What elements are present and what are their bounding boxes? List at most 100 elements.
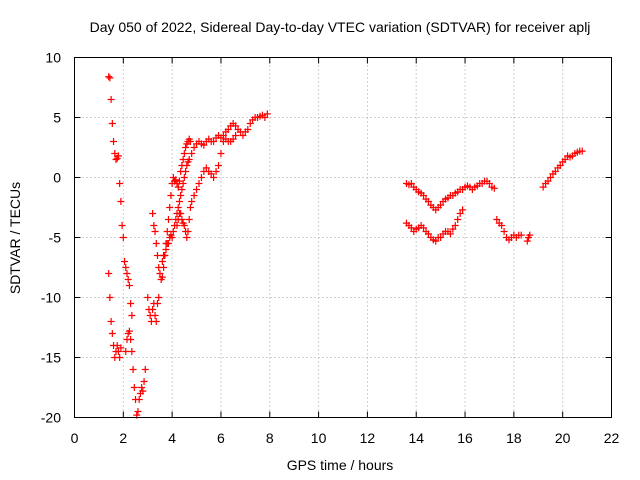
data-point xyxy=(178,186,186,193)
grid xyxy=(74,57,612,418)
series-arc-5 xyxy=(144,294,163,325)
data-point xyxy=(210,174,218,181)
data-point xyxy=(117,198,125,205)
data-point xyxy=(551,168,559,175)
x-tick-label: 4 xyxy=(168,430,176,446)
data-point xyxy=(156,270,164,277)
data-point xyxy=(182,168,190,175)
data-point xyxy=(578,147,586,155)
data-point xyxy=(561,156,569,163)
data-point xyxy=(112,156,120,163)
x-axis-ticks: 0 2 4 6 8 10 12 14 16 18 20 22 xyxy=(71,57,619,446)
data-point xyxy=(420,192,428,199)
data-point xyxy=(173,222,181,229)
data-point xyxy=(451,222,459,229)
data-point xyxy=(122,348,130,355)
series-arc-4 xyxy=(122,327,149,419)
y-tick-label: 0 xyxy=(53,170,61,186)
data-point xyxy=(500,228,508,235)
data-point xyxy=(184,228,192,235)
y-axis-ticks: 10 5 0 -5 -10 -15 -20 xyxy=(41,50,612,426)
y-tick-label: -10 xyxy=(41,290,61,306)
data-point xyxy=(178,216,186,223)
data-point xyxy=(153,252,161,259)
data-point xyxy=(166,204,174,211)
data-point xyxy=(163,228,171,235)
data-point xyxy=(407,224,415,232)
data-point xyxy=(186,138,194,145)
data-point xyxy=(544,177,552,185)
data-point xyxy=(174,183,182,191)
data-point xyxy=(118,222,126,229)
data-point xyxy=(134,408,142,415)
data-point xyxy=(207,170,215,178)
data-point xyxy=(167,192,175,199)
data-point xyxy=(158,258,166,265)
y-tick-label: -5 xyxy=(49,230,62,246)
data-point xyxy=(180,222,188,229)
x-axis-label: GPS time / hours xyxy=(287,457,394,473)
data-point xyxy=(182,144,190,151)
x-tick-label: 12 xyxy=(360,430,376,446)
data-point xyxy=(229,135,237,143)
data-point xyxy=(168,234,176,241)
data-point xyxy=(164,240,172,247)
x-tick-label: 2 xyxy=(119,430,127,446)
x-tick-label: 18 xyxy=(506,430,522,446)
data-point xyxy=(150,222,158,229)
data-point xyxy=(232,132,240,139)
data-point xyxy=(111,150,119,157)
data-point xyxy=(407,180,415,187)
series-arc-13 xyxy=(539,147,586,191)
data-point xyxy=(177,192,185,199)
data-point xyxy=(556,162,564,169)
data-point xyxy=(162,246,170,253)
data-point xyxy=(219,132,227,139)
data-point xyxy=(185,216,193,223)
data-point xyxy=(175,198,183,205)
data-point xyxy=(114,152,122,160)
data-point xyxy=(193,186,201,193)
series-arc-3 xyxy=(116,180,136,319)
x-tick-label: 10 xyxy=(311,430,327,446)
data-point xyxy=(224,126,232,133)
data-point xyxy=(175,177,183,185)
data-point xyxy=(490,184,498,192)
x-tick-label: 8 xyxy=(266,430,274,446)
data-point xyxy=(116,354,124,361)
data-point xyxy=(190,192,198,199)
series-arc-2 xyxy=(105,270,125,361)
data-point xyxy=(116,180,124,187)
data-point xyxy=(523,237,531,245)
data-point xyxy=(161,252,169,259)
data-point xyxy=(210,138,218,145)
y-tick-label: 10 xyxy=(45,50,61,66)
x-tick-label: 6 xyxy=(217,430,225,446)
data-point xyxy=(446,230,454,238)
data-point xyxy=(158,273,166,281)
data-point xyxy=(152,240,160,247)
data-point xyxy=(106,294,114,301)
data-point xyxy=(437,234,445,241)
data-point xyxy=(125,327,133,335)
data-point xyxy=(459,206,467,214)
data-point xyxy=(164,216,172,223)
data-point xyxy=(432,237,440,245)
data-point xyxy=(151,228,159,235)
data-point xyxy=(180,174,188,181)
data-point xyxy=(127,300,135,307)
data-point xyxy=(138,384,146,391)
x-tick-label: 0 xyxy=(71,430,79,446)
data-point xyxy=(179,180,187,187)
chart-title: Day 050 of 2022, Sidereal Day-to-day VTE… xyxy=(90,19,591,35)
data-point xyxy=(108,120,116,127)
data-point xyxy=(105,270,113,277)
data-point xyxy=(420,224,428,232)
data-point xyxy=(212,168,220,175)
data-point xyxy=(244,126,252,133)
data-point xyxy=(160,264,168,271)
data-point xyxy=(149,306,157,313)
y-tick-label: -15 xyxy=(41,350,61,366)
data-point xyxy=(190,144,198,151)
data-point xyxy=(105,73,113,81)
